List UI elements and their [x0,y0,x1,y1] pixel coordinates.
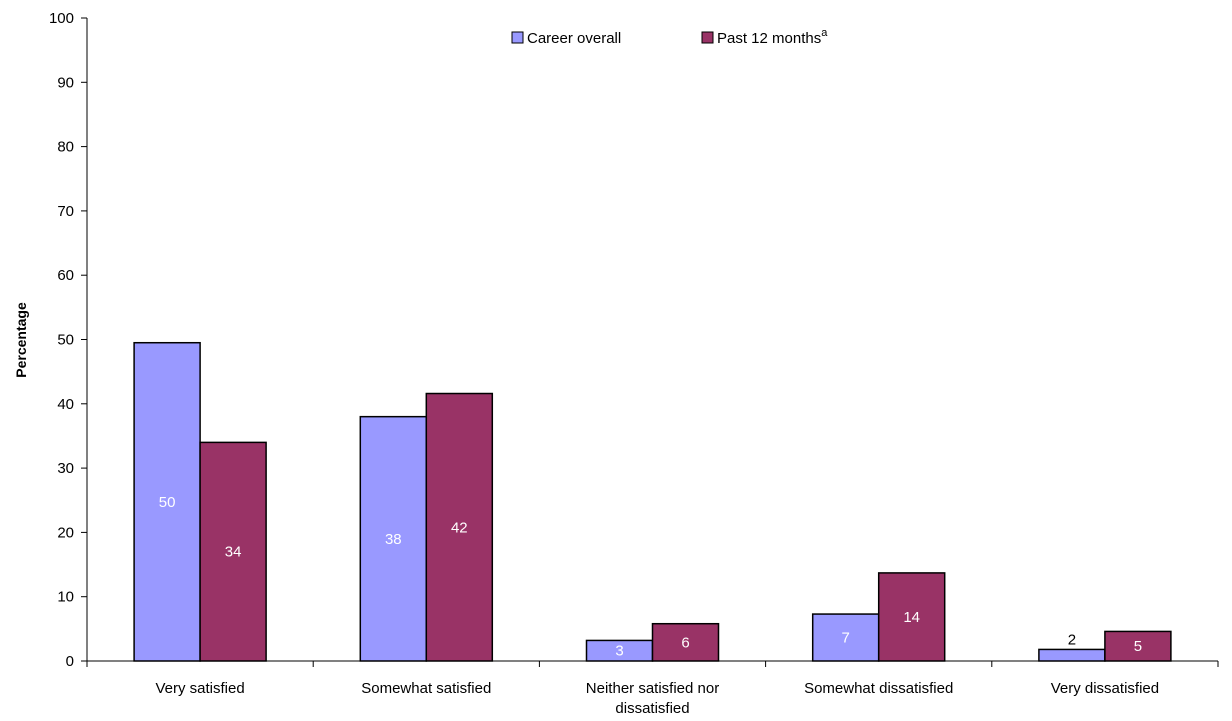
data-label: 50 [159,494,176,511]
y-tick-label: 30 [57,460,74,477]
y-tick-label: 60 [57,267,74,284]
legend-swatch [511,31,524,44]
legend-label: Past 12 monthsa [717,27,828,47]
y-tick-label: 0 [66,653,74,670]
data-label: 7 [842,630,850,647]
data-label: 6 [681,634,689,651]
data-label: 14 [903,609,920,626]
y-tick-label: 70 [57,203,74,220]
bar-career-overall-3 [811,613,880,662]
data-label: 34 [225,544,242,561]
y-tick-label: 10 [57,589,74,606]
data-label: 38 [385,531,402,548]
y-tick-label: 80 [57,139,74,156]
bars: 50 38 3 7 2 34 42 6 14 5 [133,341,1172,662]
y-tick-label: 40 [57,396,74,413]
data-label: 42 [451,519,468,536]
y-tick-label: 20 [57,524,74,541]
bar-career-overall-0 [133,341,201,662]
bar-past-12-months-4 [1104,630,1172,662]
y-tick-label: 50 [57,332,74,349]
data-label: 5 [1134,638,1142,655]
y-tick-label: 100 [49,10,74,27]
x-category-label: Neither satisfied nor dissatisfied [586,680,719,717]
x-category-label: Somewhat dissatisfied [804,680,953,697]
y-ticks: 0 10 20 30 40 50 60 70 80 90 100 [49,10,87,670]
legend-swatch [701,31,714,44]
data-label: 3 [615,643,623,660]
legend-label: Career overall [527,30,621,47]
x-ticks: Very satisfied Somewhat satisfied Neither … [86,661,1219,717]
bar-career-overall-4 [1038,648,1106,662]
legend: Career overall Past 12 monthsa [511,27,828,47]
y-tick-label: 90 [57,74,74,91]
x-category-label: Very dissatisfied [1051,680,1159,697]
bar-past-12-months-3 [877,572,946,662]
bar-career-overall-1 [359,415,428,662]
x-category-label: Very satisfied [155,680,244,697]
y-axis-title: Percentage [13,302,29,378]
data-label: 2 [1068,631,1076,648]
x-category-label: Somewhat satisfied [361,680,491,697]
